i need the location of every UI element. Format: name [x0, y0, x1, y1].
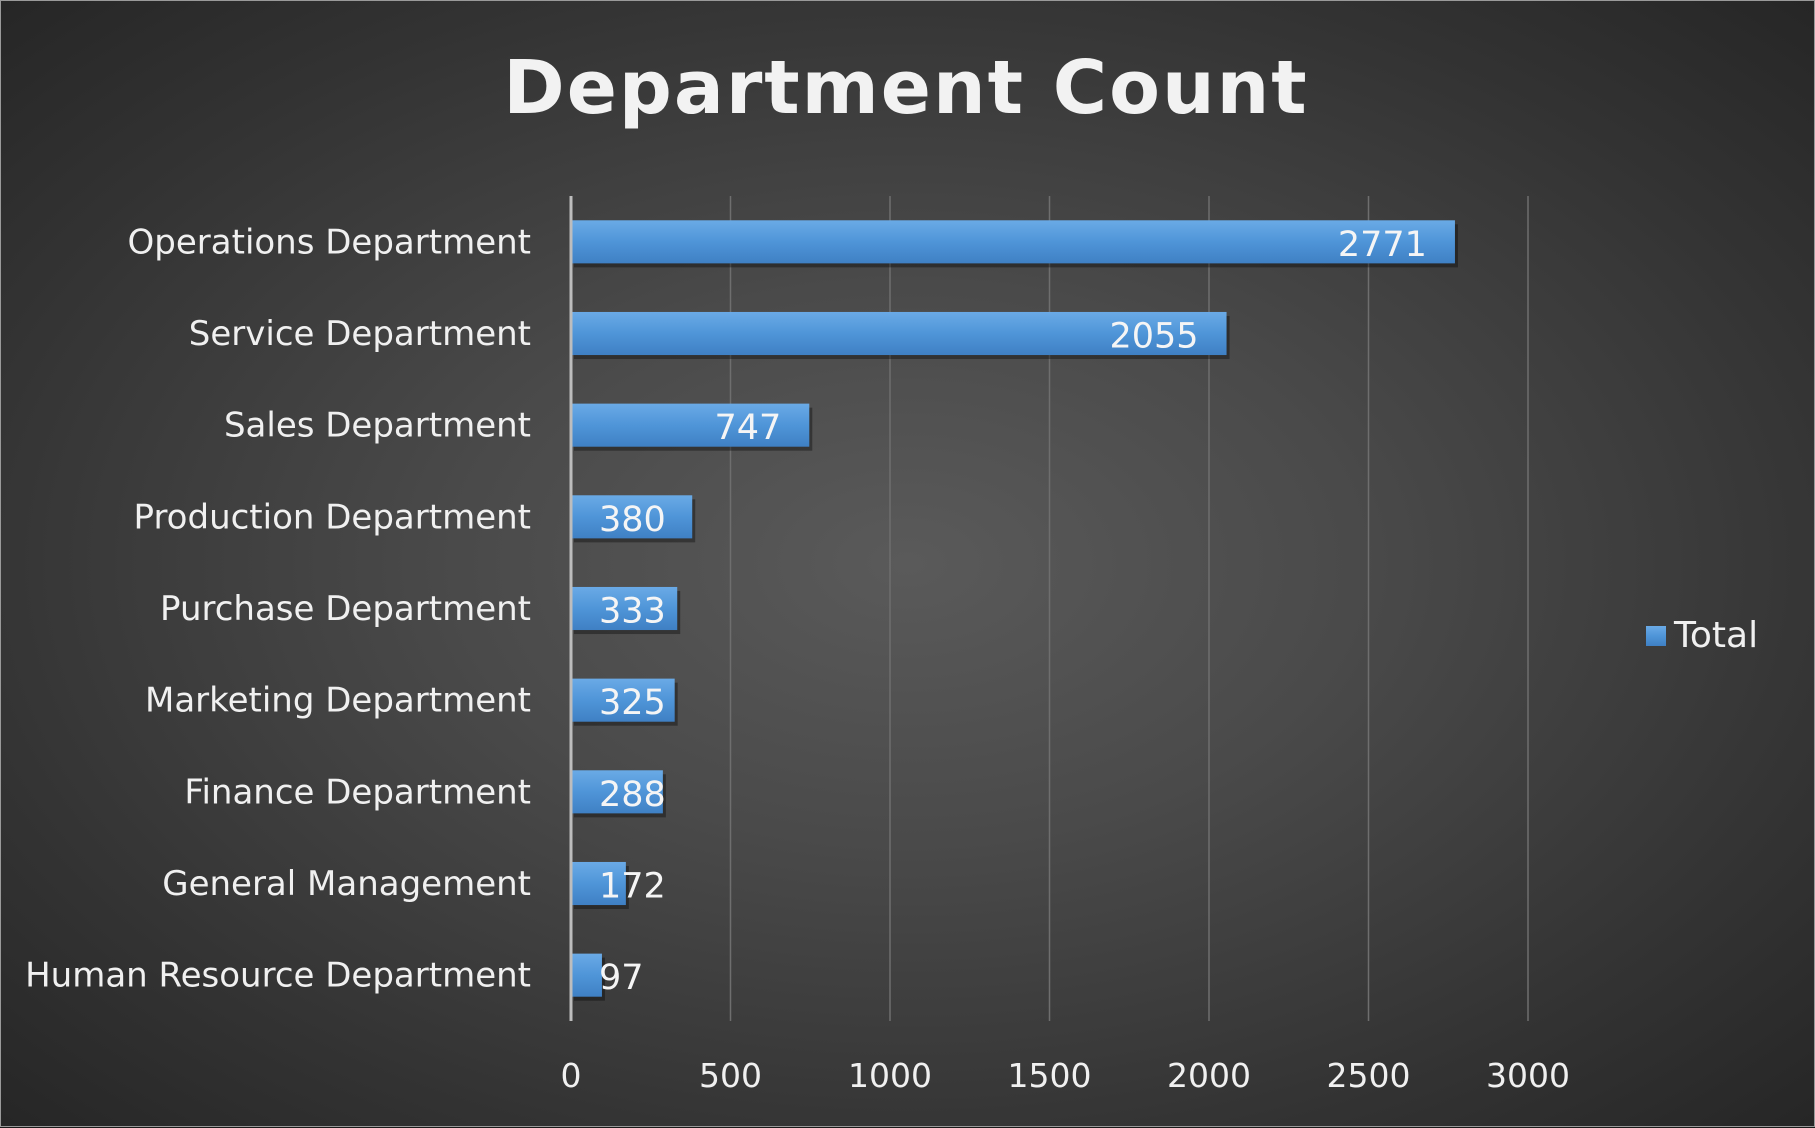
bars: 2771 2055 747 380 333 325 288 172 97	[571, 220, 1458, 1001]
bar	[571, 770, 663, 814]
x-tick-label: 1000	[848, 1056, 932, 1095]
bar	[571, 586, 678, 631]
x-tick-label: 3000	[1486, 1056, 1570, 1095]
data-label: 2055	[1109, 317, 1198, 357]
x-tick-label: 0	[561, 1056, 582, 1095]
legend-swatch	[1646, 626, 1666, 646]
y-category-label: Operations Department	[128, 222, 531, 262]
data-label: 2771	[1338, 225, 1427, 265]
bar	[571, 861, 626, 906]
y-category-label: Service Department	[189, 314, 531, 354]
data-label: 380	[599, 500, 666, 540]
bar	[571, 311, 1227, 356]
data-label: 747	[714, 408, 781, 448]
y-category-label: Sales Department	[224, 406, 531, 446]
legend-label: Total	[1673, 615, 1758, 656]
x-tick-label: 2500	[1327, 1056, 1411, 1095]
y-category-label: Purchase Department	[160, 589, 531, 629]
x-tick-label: 500	[699, 1056, 762, 1095]
bar	[571, 678, 675, 722]
y-category-label: Human Resource Department	[25, 956, 531, 996]
x-tick-label: 2000	[1167, 1056, 1251, 1095]
data-label: 172	[599, 867, 666, 907]
x-tick-label: 1500	[1008, 1056, 1092, 1095]
bar	[571, 495, 693, 539]
y-category-label: Production Department	[134, 497, 531, 537]
y-category-label: Finance Department	[184, 772, 531, 812]
legend: Total	[1646, 615, 1758, 656]
data-label: 97	[599, 958, 644, 998]
data-label: 325	[599, 683, 666, 723]
chart-title: Department Count	[503, 45, 1308, 131]
y-category-label: Marketing Department	[145, 681, 531, 721]
axes: 0 500 1000 1500 2000 2500 3000 Operations Depar…	[25, 196, 1570, 1095]
y-category-label: General Management	[162, 864, 531, 904]
bar	[571, 403, 810, 447]
bar	[571, 220, 1455, 264]
data-label: 288	[599, 775, 666, 815]
bar	[571, 953, 602, 997]
data-label: 333	[599, 592, 666, 632]
